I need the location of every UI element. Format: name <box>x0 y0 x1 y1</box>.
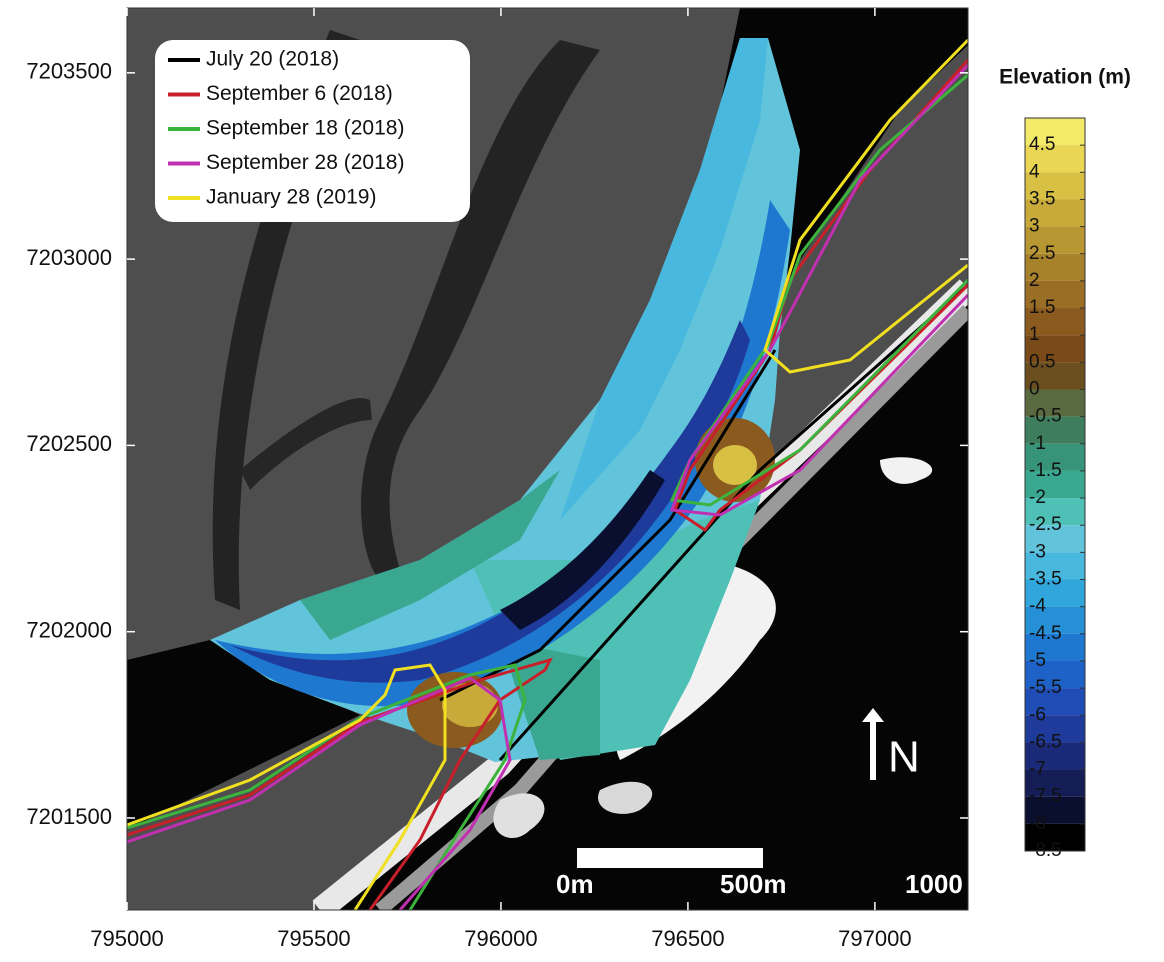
colorbar-label: -2.5 <box>1029 514 1062 535</box>
colorbar-label: -3 <box>1029 541 1046 562</box>
colorbar-label: 3 <box>1029 216 1040 237</box>
colorbar-label: 4.5 <box>1029 134 1055 155</box>
colorbar-label: -5.5 <box>1029 677 1062 698</box>
colorbar-label: 1.5 <box>1029 297 1055 318</box>
x-tick-label: 795000 <box>90 926 163 951</box>
x-tick-label: 796500 <box>651 926 724 951</box>
colorbar-label: -7.5 <box>1029 786 1062 807</box>
scale-label: 500m <box>720 869 787 899</box>
north-label: N <box>888 733 920 782</box>
y-tick-label: 7203500 <box>26 59 112 84</box>
colorbar-label: -2 <box>1029 487 1046 508</box>
legend-label: September 28 (2018) <box>206 151 404 174</box>
x-tick-label: 796000 <box>464 926 537 951</box>
scale-label: 0m <box>556 869 594 899</box>
legend-label: July 20 (2018) <box>206 48 339 71</box>
colorbar-label: -5 <box>1029 650 1046 671</box>
y-tick-label: 7201500 <box>26 804 112 829</box>
colorbar-label: -4.5 <box>1029 623 1062 644</box>
colorbar-label: 0 <box>1029 378 1040 399</box>
colorbar-label: 2.5 <box>1029 243 1055 264</box>
colorbar-label: 1 <box>1029 324 1040 345</box>
y-tick-label: 7202000 <box>26 618 112 643</box>
legend-label: September 18 (2018) <box>206 117 404 140</box>
x-tick-label: 795500 <box>277 926 350 951</box>
colorbar-label: 0.5 <box>1029 351 1055 372</box>
colorbar-label: -1 <box>1029 433 1046 454</box>
y-tick-label: 7202500 <box>26 431 112 456</box>
colorbar-label: -1.5 <box>1029 460 1062 481</box>
map-figure: 0m 500m 1000 N Elevation (m) 795000 79550… <box>0 0 1164 957</box>
colorbar-title: Elevation (m) <box>999 66 1131 89</box>
colorbar-label: -7 <box>1029 759 1046 780</box>
colorbar-label: -4 <box>1029 596 1046 617</box>
colorbar-label: 3.5 <box>1029 188 1055 209</box>
y-tick-label: 7203000 <box>26 245 112 270</box>
colorbar-label: -8 <box>1029 813 1046 834</box>
x-tick-label: 797000 <box>838 926 911 951</box>
colorbar-label: -6.5 <box>1029 731 1062 752</box>
colorbar-label: 4 <box>1029 161 1040 182</box>
colorbar-label: -3.5 <box>1029 569 1062 590</box>
scale-bar <box>577 848 763 868</box>
scale-label: 1000 <box>905 869 963 899</box>
legend-label: January 28 (2019) <box>206 186 376 209</box>
colorbar-label: 2 <box>1029 270 1040 291</box>
legend-label: September 6 (2018) <box>206 82 393 105</box>
colorbar-label: -0.5 <box>1029 406 1062 427</box>
colorbar-label: -6 <box>1029 704 1046 725</box>
